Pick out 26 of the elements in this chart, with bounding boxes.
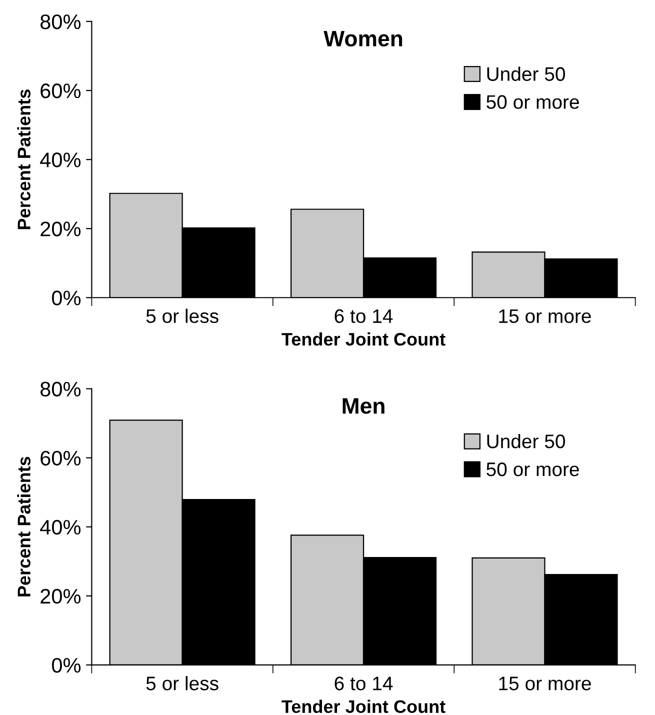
- legend-label: Under 50: [487, 434, 566, 448]
- y-axis-title: Percent Patients: [17, 456, 30, 596]
- chart-title: Men: [342, 398, 384, 414]
- y-tick-label: 0%: [52, 658, 81, 673]
- x-axis-title: Tender Joint Count: [282, 700, 446, 714]
- legend-label: 50 or more: [486, 95, 579, 109]
- y-tick-label: 20%: [40, 588, 81, 604]
- y-tick-label: 60%: [40, 450, 81, 466]
- x-tick-label: 6 to 14: [334, 309, 393, 324]
- y-tick-label: 60%: [40, 83, 81, 98]
- x-axis-title: Tender Joint Count: [282, 332, 446, 346]
- y-tick-label: 40%: [40, 520, 81, 535]
- x-tick-label: 5 or less: [146, 676, 218, 690]
- x-tick-label: 6 to 14: [334, 676, 393, 690]
- y-tick-label: 0%: [52, 290, 81, 306]
- x-tick-label: 15 or more: [499, 309, 591, 324]
- y-tick-label: 80%: [40, 14, 81, 30]
- y-tick-label: 80%: [40, 382, 81, 397]
- legend-label: Under 50: [487, 66, 566, 81]
- chart-title: Women: [324, 30, 402, 46]
- x-tick-label: 5 or less: [146, 308, 218, 324]
- x-tick-label: 15 or more: [499, 676, 591, 690]
- y-tick-label: 40%: [40, 152, 81, 168]
- y-tick-label: 20%: [40, 222, 81, 236]
- y-axis-title: Percent Patients: [17, 90, 30, 230]
- legend-label: 50 or more: [486, 462, 579, 476]
